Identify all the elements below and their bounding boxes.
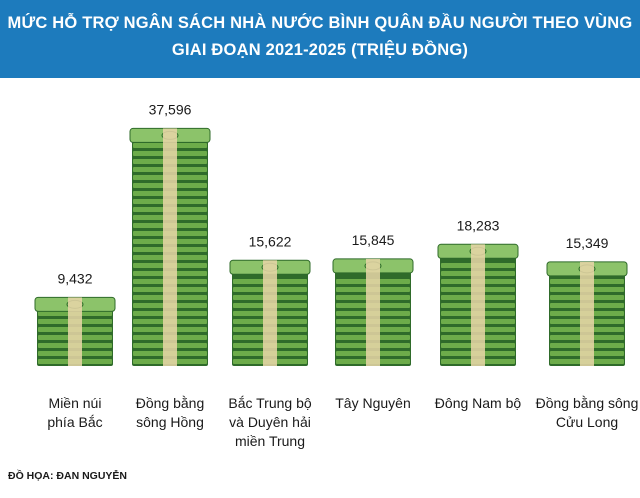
category-label: Bắc Trung bộ và Duyên hải miền Trung	[228, 395, 311, 449]
category-label-line: và Duyên hải	[229, 414, 311, 430]
category-label: Đồng bằng sông Hồng	[136, 395, 205, 430]
title-line-2: GIAI ĐOẠN 2021-2025 (TRIỆU ĐỒNG)	[171, 41, 469, 59]
paper-band	[366, 258, 380, 366]
category-label-line: Đồng bằng	[136, 395, 205, 411]
bottom-strip	[0, 488, 640, 498]
value-label: 15,845	[352, 232, 395, 248]
category-label-line: Tây Nguyên	[335, 395, 410, 411]
money-stack-bar	[332, 258, 414, 366]
money-stack-bar	[546, 261, 628, 366]
paper-band	[580, 261, 594, 366]
chart-title: MỨC HỖ TRỢ NGÂN SÁCH NHÀ NƯỚC BÌNH QUÂN …	[0, 0, 640, 78]
category-label-line: Bắc Trung bộ	[228, 395, 311, 411]
category-label: Đồng bằng sông Cửu Long	[536, 395, 639, 430]
paper-band	[68, 297, 82, 366]
category-label: Tây Nguyên	[335, 395, 410, 411]
money-stack-bar	[437, 243, 519, 366]
value-label: 15,622	[249, 233, 292, 249]
category-label-line: phía Bắc	[47, 414, 102, 430]
category-label: Đông Nam bộ	[435, 395, 522, 411]
value-label: 9,432	[57, 270, 92, 286]
category-label-line: Cửu Long	[556, 414, 618, 430]
paper-band	[471, 244, 485, 366]
source-credit: ĐỒ HỌA: ĐAN NGUYỄN	[8, 470, 128, 482]
category-label: Miền núi phía Bắc	[47, 395, 102, 430]
paper-band	[263, 260, 277, 366]
paper-band	[163, 128, 177, 366]
bar-chart: 9,432 Miền núi phía Bắc 37,596 Đồng bằng sông…	[34, 101, 639, 449]
category-label-line: Miền núi	[49, 395, 102, 411]
value-label: 18,283	[457, 217, 500, 233]
category-label-line: miền Trung	[235, 433, 305, 449]
title-line-1: MỨC HỖ TRỢ NGÂN SÁCH NHÀ NƯỚC BÌNH QUÂN …	[7, 14, 633, 32]
money-stack-bar	[229, 259, 311, 366]
value-label: 37,596	[149, 101, 192, 117]
money-stack-bar	[34, 296, 116, 366]
category-label-line: Đông Nam bộ	[435, 395, 522, 411]
value-label: 15,349	[566, 235, 609, 251]
money-stack-bar	[129, 127, 211, 366]
category-label-line: Đồng bằng sông	[536, 395, 639, 411]
category-label-line: sông Hồng	[136, 414, 204, 430]
